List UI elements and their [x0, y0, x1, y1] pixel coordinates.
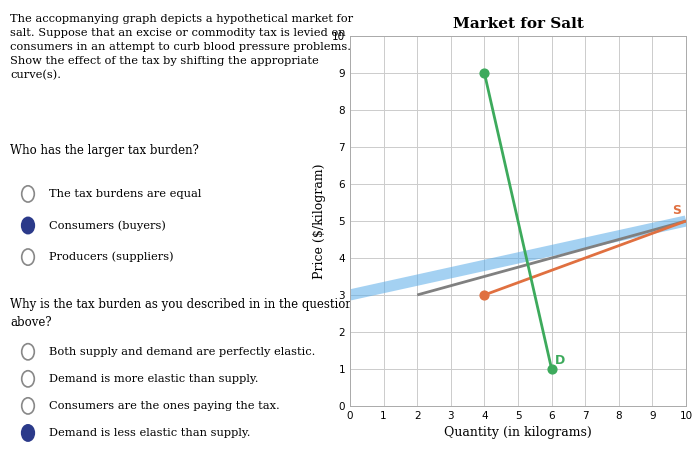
Text: The tax burdens are equal: The tax burdens are equal — [49, 189, 202, 199]
Circle shape — [22, 371, 34, 387]
Text: Why is the tax burden as you described in in the question
above?: Why is the tax burden as you described i… — [10, 298, 354, 329]
Y-axis label: Price ($/kilogram): Price ($/kilogram) — [314, 163, 326, 279]
X-axis label: Quantity (in kilograms): Quantity (in kilograms) — [444, 426, 592, 439]
Point — [479, 291, 490, 299]
Text: Both supply and demand are perfectly elastic.: Both supply and demand are perfectly ela… — [49, 347, 316, 357]
Circle shape — [22, 398, 34, 414]
Text: Producers (suppliers): Producers (suppliers) — [49, 252, 174, 262]
Text: Consumers (buyers): Consumers (buyers) — [49, 220, 166, 231]
Text: S: S — [672, 204, 681, 217]
Text: Demand is less elastic than supply.: Demand is less elastic than supply. — [49, 428, 251, 438]
Circle shape — [22, 425, 34, 441]
Point — [546, 365, 557, 373]
Text: Who has the larger tax burden?: Who has the larger tax burden? — [10, 144, 199, 157]
Circle shape — [22, 344, 34, 360]
Circle shape — [22, 217, 34, 234]
Circle shape — [22, 249, 34, 265]
Point — [479, 69, 490, 77]
Text: Consumers are the ones paying the tax.: Consumers are the ones paying the tax. — [49, 401, 280, 411]
Circle shape — [22, 186, 34, 202]
Title: Market for Salt: Market for Salt — [453, 17, 583, 31]
Text: D: D — [555, 354, 565, 367]
Text: The accopmanying graph depicts a hypothetical market for
salt. Suppose that an e: The accopmanying graph depicts a hypothe… — [10, 14, 354, 80]
Text: Demand is more elastic than supply.: Demand is more elastic than supply. — [49, 374, 258, 384]
